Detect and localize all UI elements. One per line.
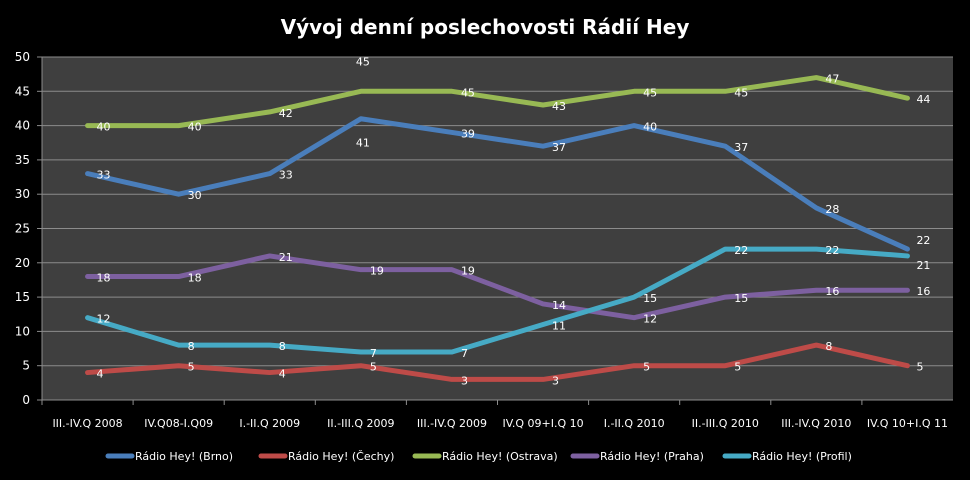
data-label: 18 — [97, 272, 111, 285]
data-label: 5 — [734, 361, 741, 374]
data-label: 22 — [734, 244, 748, 257]
data-label: 44 — [916, 93, 930, 106]
data-label: 3 — [461, 374, 468, 387]
x-tick-label: II.-III.Q 2010 — [692, 417, 759, 430]
series-line — [85, 253, 910, 321]
x-tick-label: I.-II.Q 2009 — [239, 417, 300, 430]
data-label: 5 — [370, 361, 377, 374]
y-tick-label: 30 — [15, 187, 30, 201]
data-label: 45 — [356, 55, 370, 68]
x-tick-label: IV.Q 10+I.Q 11 — [867, 417, 948, 430]
data-label: 15 — [734, 292, 748, 305]
data-label: 4 — [279, 368, 286, 381]
data-label: 16 — [916, 285, 930, 298]
data-label: 45 — [461, 86, 475, 99]
data-label: 40 — [188, 121, 202, 134]
data-label: 19 — [461, 265, 475, 278]
data-label: 19 — [370, 265, 384, 278]
data-label: 5 — [916, 361, 923, 374]
data-label: 37 — [552, 141, 566, 154]
y-tick-label: 10 — [15, 324, 30, 338]
data-label: 8 — [279, 340, 286, 353]
data-label: 7 — [370, 347, 377, 360]
y-tick-label: 45 — [15, 84, 30, 98]
y-tick-label: 50 — [15, 50, 30, 64]
data-label: 40 — [643, 121, 657, 134]
data-label: 11 — [552, 320, 566, 333]
data-label: 28 — [825, 203, 839, 216]
data-label: 45 — [643, 86, 657, 99]
legend-label: Rádio Hey! (Brno) — [135, 450, 233, 463]
data-label: 39 — [461, 127, 475, 140]
data-label: 12 — [643, 313, 657, 326]
x-tick-label: IV.Q08-I.Q09 — [144, 417, 213, 430]
data-label: 37 — [734, 141, 748, 154]
x-tick-label: III.-IV.Q 2010 — [781, 417, 851, 430]
legend-label: Rádio Hey! (Ostrava) — [442, 450, 558, 463]
data-label: 43 — [552, 100, 566, 113]
x-tick-label: IV.Q 09+I.Q 10 — [502, 417, 583, 430]
y-tick-label: 35 — [15, 153, 30, 167]
data-label: 5 — [643, 361, 650, 374]
x-tick-label: III.-IV.Q 2008 — [52, 417, 122, 430]
series-line — [85, 246, 910, 355]
data-label: 33 — [279, 169, 293, 182]
y-tick-label: 5 — [22, 359, 30, 373]
y-tick-label: 20 — [15, 256, 30, 270]
chart-title: Vývoj denní poslechovosti Rádií Hey — [281, 15, 690, 39]
data-label: 42 — [279, 107, 293, 120]
series-line — [85, 342, 910, 382]
data-label: 21 — [279, 251, 293, 264]
data-label: 22 — [916, 234, 930, 247]
data-label: 12 — [97, 313, 111, 326]
data-label: 7 — [461, 347, 468, 360]
legend-label: Rádio Hey! (Čechy) — [288, 450, 394, 463]
series-line — [85, 116, 910, 252]
data-label: 40 — [97, 121, 111, 134]
x-tick-label: I.-II.Q 2010 — [604, 417, 665, 430]
data-label: 3 — [552, 374, 559, 387]
data-label: 18 — [188, 272, 202, 285]
data-label: 5 — [188, 361, 195, 374]
data-label: 8 — [188, 340, 195, 353]
x-tick-label: II.-III.Q 2009 — [327, 417, 394, 430]
x-tick-label: III.-IV.Q 2009 — [417, 417, 487, 430]
legend-label: Rádio Hey! (Praha) — [600, 450, 704, 463]
series-line — [85, 75, 910, 129]
legend-label: Rádio Hey! (Profil) — [752, 450, 852, 463]
y-tick-label: 0 — [22, 393, 30, 407]
y-tick-label: 25 — [15, 222, 30, 236]
y-tick-label: 15 — [15, 290, 30, 304]
data-label: 33 — [97, 169, 111, 182]
data-label: 45 — [734, 86, 748, 99]
data-label: 41 — [356, 137, 370, 150]
data-label: 22 — [825, 244, 839, 257]
data-label: 15 — [643, 292, 657, 305]
y-tick-label: 40 — [15, 119, 30, 133]
data-label: 8 — [825, 340, 832, 353]
data-label: 4 — [97, 368, 104, 381]
data-label: 47 — [825, 73, 839, 86]
data-label: 14 — [552, 299, 566, 312]
data-label: 16 — [825, 285, 839, 298]
data-label: 21 — [916, 259, 930, 272]
data-label: 30 — [188, 189, 202, 202]
